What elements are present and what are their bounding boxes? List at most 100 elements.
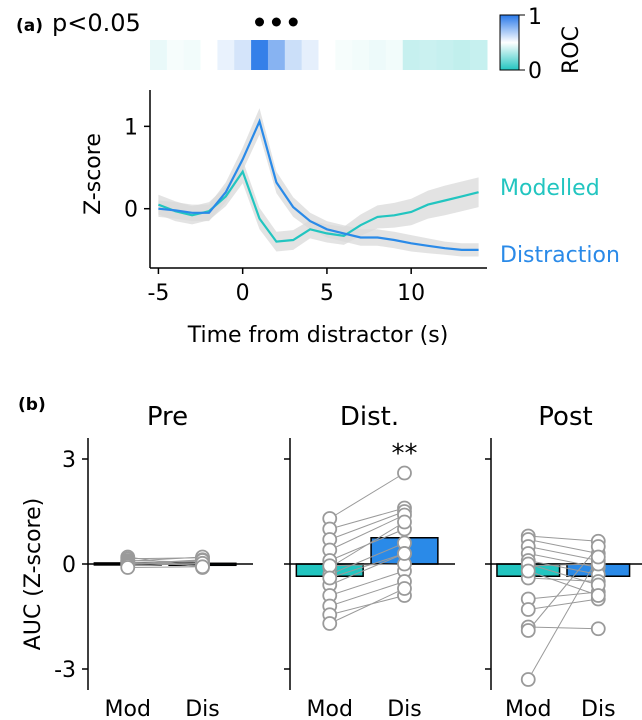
subject-connector	[528, 539, 599, 554]
roc-colorbar: 1 0 ROC	[499, 5, 584, 84]
subject-connector	[329, 553, 405, 586]
subject-connector	[528, 546, 599, 561]
error-band-modelled	[158, 160, 479, 252]
subject-connector	[127, 560, 203, 566]
subject-connector	[127, 566, 203, 568]
heatmap-cell	[453, 40, 471, 70]
data-point-dis	[397, 465, 412, 481]
y-tick-label: 1	[124, 115, 138, 140]
x-category-label: Dis	[387, 697, 422, 720]
data-point-mod	[322, 558, 338, 574]
x-category-label: Mod	[105, 697, 151, 720]
heatmap-cell	[150, 40, 168, 70]
y-tick-label: 0	[124, 198, 138, 223]
data-point-dis	[590, 549, 606, 565]
subject-connector	[527, 556, 599, 680]
heatmap-cell	[419, 40, 437, 70]
x-category-label: Mod	[307, 697, 353, 720]
data-point-dis	[590, 621, 606, 637]
data-point-dis	[397, 546, 412, 561]
x-tick-label: 0	[236, 281, 250, 306]
heatmap-cell	[251, 40, 269, 70]
x-tick-label: 10	[397, 281, 425, 306]
roc-heatmap-strip	[150, 40, 488, 70]
subject-connector	[329, 563, 405, 567]
subject-connector	[127, 556, 203, 562]
subject-connector	[528, 591, 599, 600]
subject-connector	[329, 581, 405, 607]
subject-connector	[329, 472, 405, 519]
heatmap-cell	[267, 40, 286, 70]
heatmap-cell	[335, 40, 353, 70]
data-point-mod	[520, 563, 536, 579]
x-axis-label: Time from distractor (s)	[187, 323, 449, 348]
x-category-label: Mod	[505, 697, 551, 720]
y-tick-label: -3	[54, 658, 76, 683]
significance-dot	[255, 17, 265, 27]
significance-stars: **	[391, 439, 417, 469]
data-point-mod	[322, 570, 338, 586]
panel-title: Dist.	[340, 402, 399, 432]
subject-connector	[528, 535, 599, 542]
series-label-distraction: Distraction	[500, 243, 620, 268]
panel-title: Pre	[147, 402, 188, 432]
bar-panel-dist: Dist. ** Mod Dis	[284, 402, 455, 720]
heatmap-cell	[318, 40, 336, 70]
y-tick-label: 0	[62, 553, 76, 578]
series-line-distraction	[158, 118, 479, 251]
bar-chart-panels: Pre -3 0 3 Mod Dis Dist. ** Mod Dis Post Mod Dis AUC …	[21, 402, 642, 720]
heatmap-cell	[234, 40, 252, 70]
bar-panel-post: Post Mod Dis	[485, 402, 642, 720]
heatmap-cell	[369, 40, 387, 70]
subject-connector	[528, 563, 599, 586]
panel-title: Post	[538, 402, 592, 432]
bar-panel-pre: Pre -3 0 3 Mod Dis	[54, 402, 253, 720]
subject-connector	[528, 553, 599, 568]
colorbar-gradient	[499, 14, 520, 71]
data-point-dis	[397, 581, 412, 596]
x-tick-label: 5	[320, 281, 334, 306]
panel-a-label: (a)	[16, 16, 43, 36]
x-category-label: Dis	[581, 697, 616, 720]
significance-dot	[288, 17, 298, 27]
colorbar-tick-label: 1	[528, 5, 542, 30]
heatmap-cell	[385, 40, 404, 70]
subject-connector	[329, 588, 405, 624]
panel-b-label: (b)	[18, 395, 46, 415]
y-tick-label: 3	[62, 448, 76, 473]
significance-dot	[271, 17, 281, 27]
colorbar-label: ROC	[559, 26, 584, 74]
subject-connector	[329, 553, 405, 579]
heatmap-cell	[301, 40, 319, 70]
data-point-mod	[520, 623, 536, 638]
heatmap-cell	[217, 40, 235, 70]
subject-connector	[527, 546, 599, 631]
series-label-modelled: Modelled	[500, 176, 600, 201]
data-point-mod	[520, 602, 536, 617]
data-point-dis	[397, 514, 412, 530]
subject-connector	[329, 570, 405, 596]
line-chart: -5 0 5 10 0 1 Z-score Time from distractor (s) M…	[81, 90, 620, 348]
heatmap-cell	[470, 40, 488, 70]
subject-connector	[127, 562, 203, 567]
heatmap-cell	[183, 40, 202, 70]
significance-dots	[255, 17, 298, 27]
subject-connector	[528, 577, 599, 582]
subject-connector	[528, 626, 599, 630]
error-band-distraction	[158, 108, 479, 257]
y-axis-label: AUC (Z-score)	[21, 498, 46, 650]
heatmap-cell	[284, 40, 303, 70]
data-point-dis	[590, 588, 606, 603]
heatmap-cell	[166, 40, 185, 70]
data-point-mod	[322, 616, 338, 631]
subject-connector	[329, 521, 405, 568]
subject-connector	[528, 598, 599, 610]
subject-connector	[528, 563, 599, 567]
subject-connector	[528, 570, 599, 596]
heatmap-cell	[200, 40, 218, 70]
subject-connector	[329, 542, 405, 575]
subject-connector	[127, 559, 203, 565]
data-point-mod	[520, 672, 536, 687]
subject-connector	[329, 511, 405, 540]
